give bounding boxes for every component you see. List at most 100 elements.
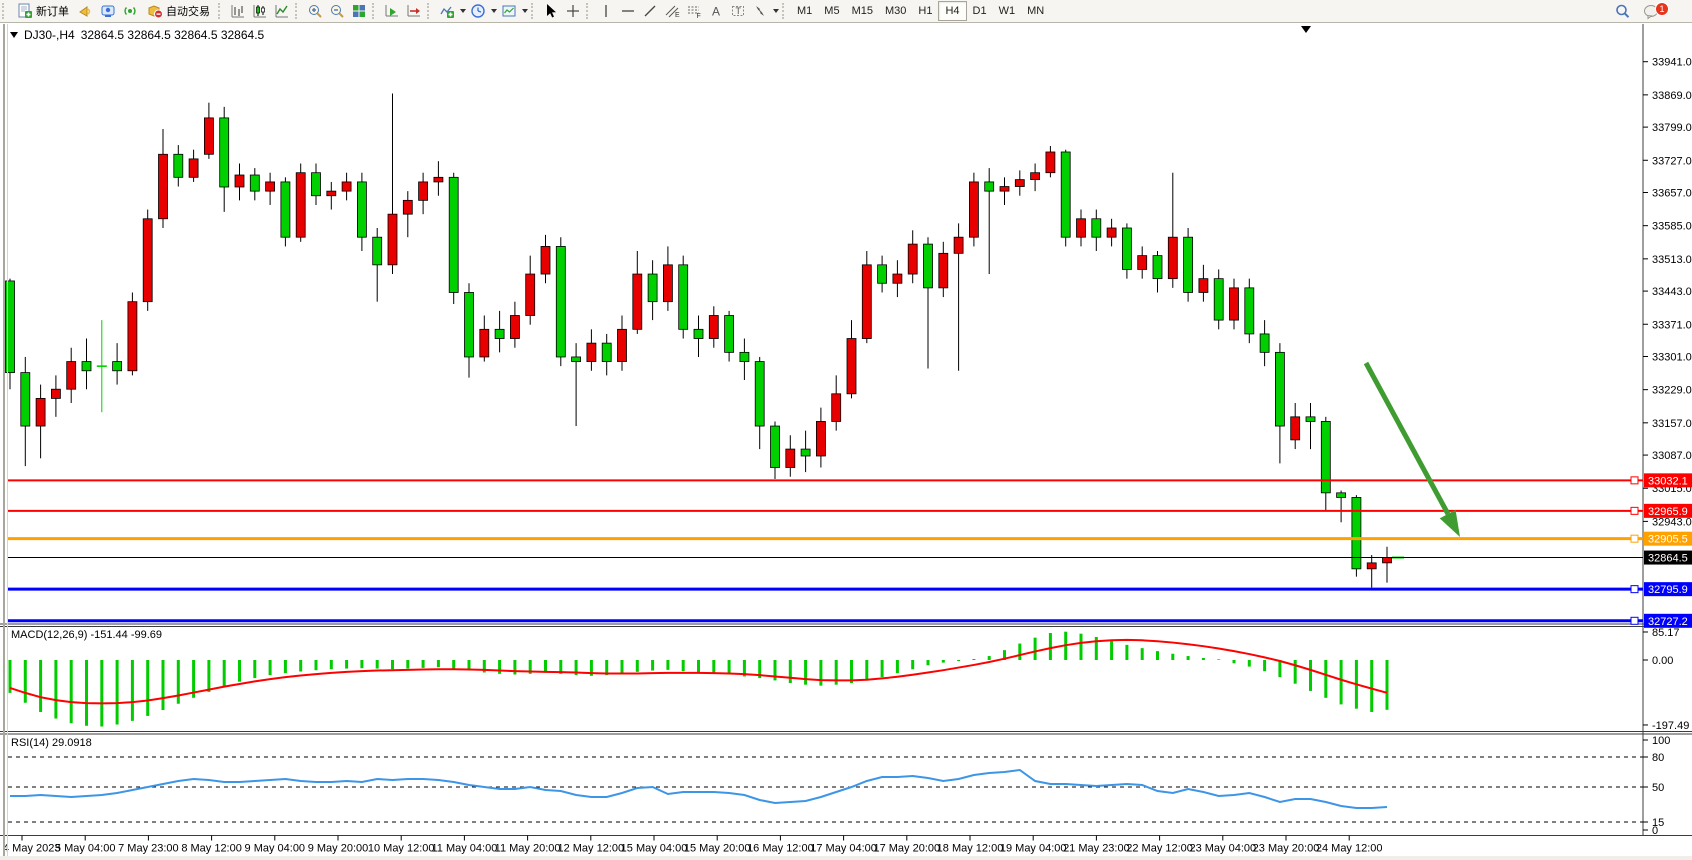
toolbar-grip	[372, 3, 379, 19]
chevron-down-icon	[490, 9, 497, 13]
line-chart-button[interactable]	[271, 1, 293, 21]
time-tick-label: 17 May 20:00	[873, 843, 940, 855]
auto-scroll-button[interactable]	[381, 1, 403, 21]
chart-corner-arrow-icon[interactable]	[1301, 26, 1311, 33]
toolbar: 新订单 自动交易	[0, 0, 1692, 23]
arrows-dropdown[interactable]	[771, 1, 780, 21]
cursor-button[interactable]	[540, 1, 562, 21]
time-tick-label: 9 May 04:00	[245, 843, 306, 855]
hline-handle[interactable]	[1630, 476, 1639, 485]
text-label-icon: T	[730, 3, 746, 19]
price-tick-label: 33157.0	[1652, 418, 1692, 430]
clock-icon	[470, 3, 486, 19]
new-order-button[interactable]: 新订单	[11, 1, 75, 21]
time-axis[interactable]	[21, 835, 1350, 841]
chart-canvas[interactable]: 33941.0 33869.0 33799.0 33727.0 33657.0 33585…	[0, 24, 1692, 860]
timeframe-m30-button[interactable]: M30	[884, 5, 907, 17]
price-tag	[1644, 503, 1692, 518]
indicators-button[interactable]	[436, 1, 458, 21]
templates-dropdown[interactable]	[520, 1, 529, 21]
new-order-icon	[17, 3, 33, 19]
time-tick-label: 9 May 20:00	[308, 843, 369, 855]
price-tag-label: 32727.2	[1648, 616, 1688, 628]
timeframe-m15-button[interactable]: M15	[851, 5, 873, 17]
time-tick-label: 23 May 04:00	[1189, 843, 1256, 855]
macd-scale-label: 0.00	[1652, 655, 1673, 667]
time-tick-label: 22 May 12:00	[1126, 843, 1193, 855]
line-chart-icon	[274, 3, 290, 19]
notifications-button[interactable]: 1	[1640, 1, 1669, 21]
trendline-button[interactable]	[639, 1, 661, 21]
timeframe-m5-button[interactable]: M5	[824, 5, 840, 17]
megaphone-button[interactable]	[75, 1, 97, 21]
templates-button[interactable]	[498, 1, 520, 21]
price-tick-label: 33799.0	[1652, 122, 1692, 134]
virtual-hosting-button[interactable]	[97, 1, 119, 21]
bar-chart-button[interactable]	[227, 1, 249, 21]
rsi-pane	[8, 739, 1648, 831]
trend-arrow-annotation[interactable]	[1363, 361, 1460, 537]
hline-handle[interactable]	[1630, 506, 1639, 515]
hline-handle[interactable]	[1630, 585, 1639, 594]
price-tag	[1644, 473, 1692, 488]
price-tag-label: 32965.9	[1648, 506, 1688, 518]
candlestick-chart-button[interactable]	[249, 1, 271, 21]
text-button[interactable]: A	[705, 1, 727, 21]
time-tick-label: 16 May 12:00	[747, 843, 814, 855]
collapse-triangle-icon[interactable]	[10, 32, 18, 38]
rsi-scale-label: 80	[1652, 752, 1664, 764]
chevron-down-icon	[521, 9, 528, 13]
vertical-line-button[interactable]	[595, 1, 617, 21]
price-tick-label: 33513.0	[1652, 254, 1692, 266]
price-tick-label: 33301.0	[1652, 351, 1692, 363]
price-tag-label: 32905.5	[1648, 534, 1688, 546]
toolbar-grip	[295, 3, 302, 19]
zoom-out-icon	[329, 3, 345, 19]
time-tick-label: 12 May 12:00	[557, 843, 624, 855]
chart-shift-button[interactable]	[403, 1, 425, 21]
time-tick-label: 5 May 04:00	[55, 843, 116, 855]
zoom-in-button[interactable]	[304, 1, 326, 21]
timeframe-h1-button[interactable]: H1	[918, 5, 933, 17]
new-order-label: 新订单	[36, 6, 69, 18]
hosting-icon	[100, 3, 116, 19]
chart-shift-icon	[406, 3, 422, 19]
autotrading-button[interactable]: 自动交易	[141, 1, 216, 21]
zoom-out-button[interactable]	[326, 1, 348, 21]
arrows-icon	[752, 3, 768, 19]
hline-handle[interactable]	[1630, 616, 1639, 625]
timeframe-m1-button[interactable]: M1	[797, 5, 813, 17]
horizontal-lines	[8, 473, 1692, 628]
indicators-dropdown[interactable]	[458, 1, 467, 21]
time-tick-label: 8 May 12:00	[181, 843, 242, 855]
price-axis[interactable]	[1643, 61, 1648, 522]
signals-button[interactable]	[119, 1, 141, 21]
periods-button[interactable]	[467, 1, 489, 21]
periods-dropdown[interactable]	[489, 1, 498, 21]
toolbar-grip	[2, 3, 9, 19]
price-tag	[1644, 582, 1692, 597]
templates-icon	[501, 3, 517, 19]
arrows-button[interactable]	[749, 1, 771, 21]
price-tick-label: 33229.0	[1652, 385, 1692, 397]
search-button[interactable]	[1611, 1, 1634, 21]
tile-windows-button[interactable]	[348, 1, 370, 21]
horizontal-line-button[interactable]	[617, 1, 639, 21]
timeframe-mn-button[interactable]: MN	[1027, 5, 1045, 17]
pane-separators	[0, 623, 1692, 735]
text-label-button[interactable]: T	[727, 1, 749, 21]
crosshair-button[interactable]	[562, 1, 584, 21]
fibonacci-button[interactable]: F	[683, 1, 705, 21]
macd-pane	[8, 631, 1648, 727]
price-tag	[1644, 550, 1692, 565]
equidistant-channel-button[interactable]: E	[661, 1, 683, 21]
hline-handle[interactable]	[1630, 534, 1639, 543]
toolbar-grip	[586, 3, 593, 19]
timeframe-w1-button[interactable]: W1	[998, 5, 1016, 17]
rsi-scale-label: 15	[1652, 817, 1664, 829]
svg-text:A: A	[712, 5, 720, 19]
timeframe-h4-button[interactable]: H4	[938, 1, 967, 21]
notification-badge: 1	[1655, 2, 1669, 16]
timeframe-d1-button[interactable]: D1	[972, 5, 987, 17]
